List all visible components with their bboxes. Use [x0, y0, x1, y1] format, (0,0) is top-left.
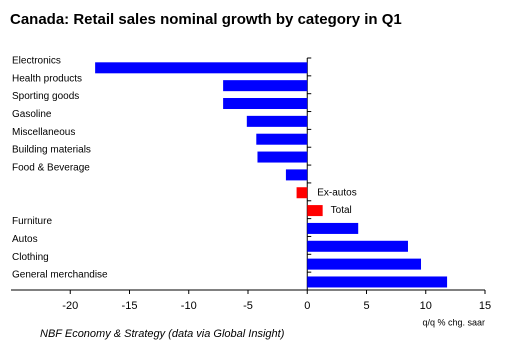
bar [257, 151, 308, 163]
x-tick-label: -20 [62, 300, 78, 312]
x-tick-label: -15 [122, 300, 138, 312]
bar [256, 133, 308, 145]
category-label: General merchandise [12, 270, 108, 281]
x-tick-label: 15 [479, 300, 491, 312]
x-tick-label: -5 [243, 300, 253, 312]
category-label: Electronics [12, 55, 61, 66]
category-label: Sporting goods [12, 91, 79, 102]
bar [296, 187, 308, 199]
category-label: Health products [12, 73, 82, 84]
x-tick-label: -10 [181, 300, 197, 312]
category-label: Food & Beverage [12, 163, 90, 174]
x-tick-label: 0 [304, 300, 310, 312]
x-axis-label: q/q % chg. saar [422, 317, 485, 327]
bar [223, 98, 308, 110]
category-label: Clothing [12, 252, 49, 263]
bar [246, 115, 308, 127]
bar [307, 276, 448, 288]
category-label: Furniture [12, 216, 52, 227]
source-note: NBF Economy & Strategy (data via Global … [40, 328, 285, 340]
bar [307, 258, 422, 270]
category-label: Ex-autos [317, 187, 356, 198]
bar [307, 240, 408, 252]
bar [285, 169, 308, 181]
category-label: Building materials [12, 145, 91, 156]
bar [307, 222, 359, 234]
x-tick-label: 5 [363, 300, 369, 312]
category-label: Autos [12, 234, 38, 245]
category-label: Gasoline [12, 109, 52, 120]
bar [307, 205, 323, 217]
category-label: Miscellaneous [12, 127, 75, 138]
bar [95, 62, 308, 74]
category-label: Total [331, 205, 352, 216]
x-tick-label: 10 [420, 300, 432, 312]
chart-title: Canada: Retail sales nominal growth by c… [10, 11, 402, 28]
bar [223, 80, 308, 92]
